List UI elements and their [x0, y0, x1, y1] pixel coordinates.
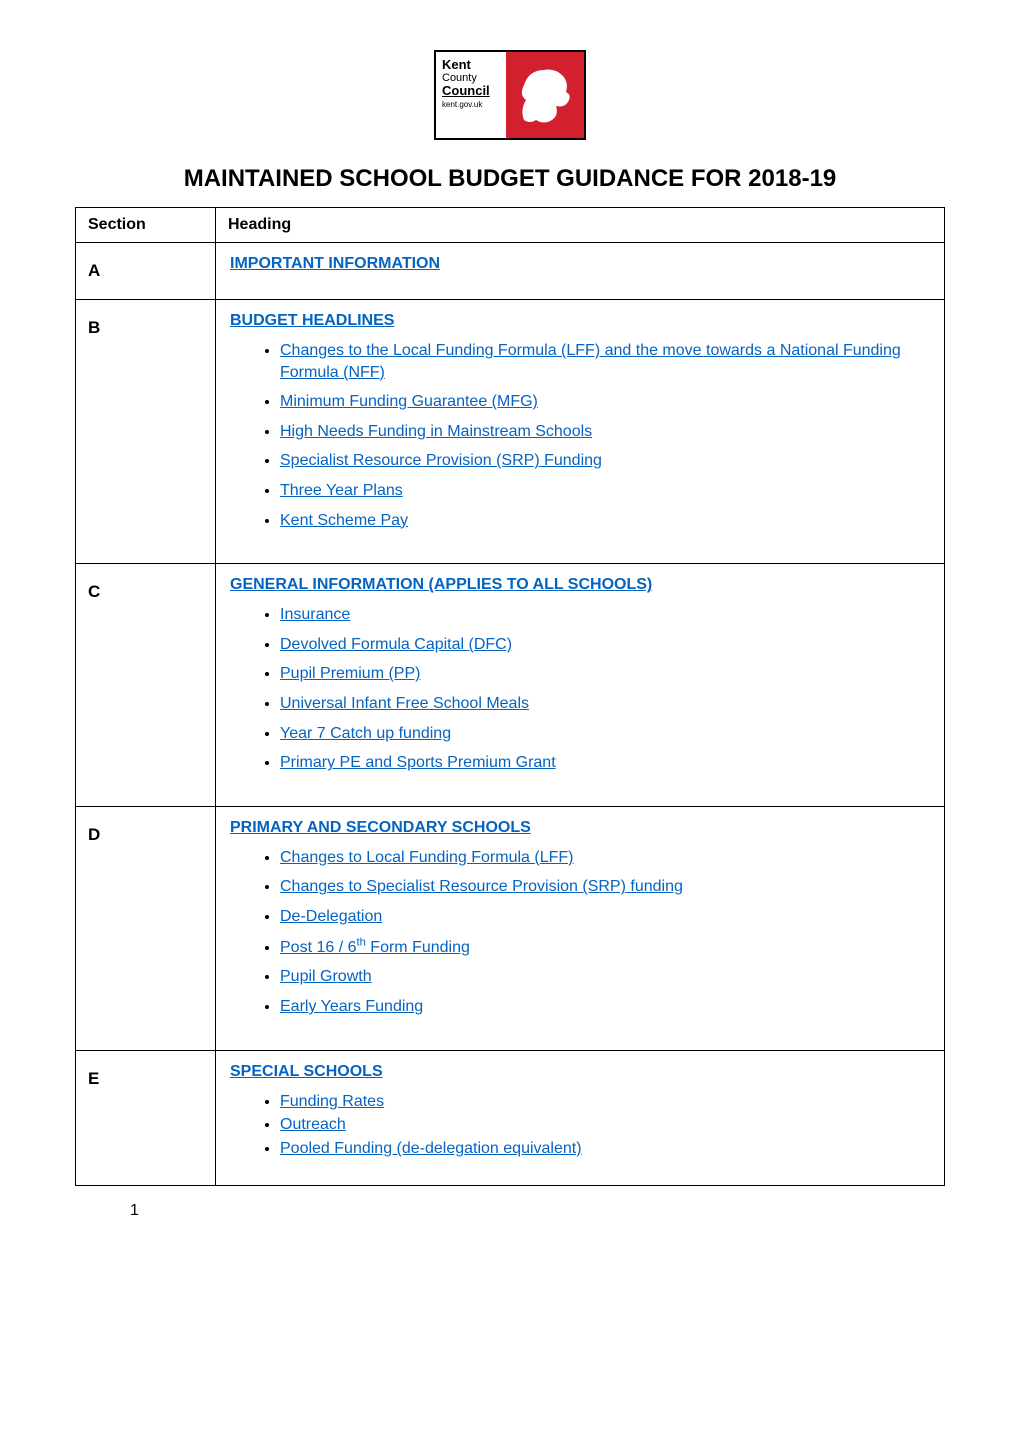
contents-table: Section Heading A IMPORTANT INFORMATION BB… — [75, 207, 945, 1186]
heading-cell: SPECIAL SCHOOLS Funding Rates Outreach Pool… — [216, 1050, 945, 1186]
bullet-link[interactable]: De-Delegation — [280, 908, 382, 925]
bullet-link[interactable]: Year 7 Catch up funding — [280, 725, 451, 742]
table-row: B BUDGET HEADLINES Changes to the Local Fu… — [76, 300, 945, 564]
bullet-link[interactable]: Universal Infant Free School Meals — [280, 695, 529, 712]
page-title: MAINTAINED SCHOOL BUDGET GUIDANCE FOR 20… — [75, 165, 945, 193]
kent-logo: Kent County Council kent.gov.uk — [434, 50, 586, 140]
list-item: Changes to Local Funding Formula (LFF) — [280, 847, 930, 869]
bullet-link[interactable]: High Needs Funding in Mainstream Schools — [280, 423, 592, 440]
bullet-link[interactable]: Outreach — [280, 1116, 346, 1133]
bullet-link[interactable]: Three Year Plans — [280, 482, 403, 499]
list-item: Universal Infant Free School Meals — [280, 693, 930, 715]
list-item: Pupil Growth — [280, 966, 930, 988]
bullet-list: Changes to Local Funding Formula (LFF) Ch… — [280, 847, 930, 1018]
horse-icon — [514, 60, 576, 130]
header-heading: Heading — [216, 208, 945, 243]
list-item: Post 16 / 6th Form Funding — [280, 936, 930, 959]
list-item: Early Years Funding — [280, 996, 930, 1018]
page-number: 1 — [75, 1202, 945, 1220]
bullet-link[interactable]: Pooled Funding (de-delegation equivalent… — [280, 1140, 582, 1157]
list-item: Kent Scheme Pay — [280, 510, 930, 532]
list-item: Primary PE and Sports Premium Grant — [280, 752, 930, 774]
section-label-cell: E — [76, 1050, 216, 1186]
table-row: D PRIMARY AND SECONDARY SCHOOLS Changes to… — [76, 806, 945, 1050]
bullet-link[interactable]: Funding Rates — [280, 1093, 384, 1110]
bullet-link[interactable]: Primary PE and Sports Premium Grant — [280, 754, 556, 771]
list-item: Changes to Specialist Resource Provision… — [280, 876, 930, 898]
bullet-link[interactable]: Insurance — [280, 606, 350, 623]
bullet-list: Insurance Devolved Formula Capital (DFC) P… — [280, 604, 930, 774]
bullet-link[interactable]: Pupil Premium (PP) — [280, 665, 420, 682]
table-row: C GENERAL INFORMATION (APPLIES TO ALL SCH… — [76, 564, 945, 807]
list-item: High Needs Funding in Mainstream Schools — [280, 421, 930, 443]
bullet-list: Changes to the Local Funding Formula (LF… — [280, 340, 930, 531]
table-header-row: Section Heading — [76, 208, 945, 243]
list-item: Insurance — [280, 604, 930, 626]
section-label-cell: A — [76, 243, 216, 300]
header-section: Section — [76, 208, 216, 243]
section-title-link[interactable]: SPECIAL SCHOOLS — [230, 1063, 383, 1080]
bullet-link[interactable]: Early Years Funding — [280, 998, 423, 1015]
list-item: Minimum Funding Guarantee (MFG) — [280, 391, 930, 413]
logo-url: kent.gov.uk — [442, 101, 500, 110]
section-label-cell: C — [76, 564, 216, 807]
bullet-link[interactable]: Specialist Resource Provision (SRP) Fund… — [280, 452, 602, 469]
list-item: Specialist Resource Provision (SRP) Fund… — [280, 450, 930, 472]
section-title-link[interactable]: GENERAL INFORMATION (APPLIES TO ALL SCHO… — [230, 576, 652, 593]
table-row: A IMPORTANT INFORMATION — [76, 243, 945, 300]
list-item: De-Delegation — [280, 906, 930, 928]
bullet-link[interactable]: Minimum Funding Guarantee (MFG) — [280, 393, 538, 410]
section-title-link[interactable]: PRIMARY AND SECONDARY SCHOOLS — [230, 819, 531, 836]
list-item: Funding Rates — [280, 1091, 930, 1113]
bullet-link[interactable]: Changes to Specialist Resource Provision… — [280, 878, 683, 895]
bullet-link[interactable]: Changes to the Local Funding Formula (LF… — [280, 342, 901, 381]
section-label-cell: D — [76, 806, 216, 1050]
logo-horse-panel — [506, 52, 584, 138]
table-row: E SPECIAL SCHOOLS Funding Rates Outreach Poo… — [76, 1050, 945, 1186]
bullet-link[interactable]: Changes to Local Funding Formula (LFF) — [280, 849, 573, 866]
logo-container: Kent County Council kent.gov.uk — [75, 50, 945, 140]
bullet-link[interactable]: Devolved Formula Capital (DFC) — [280, 636, 512, 653]
list-item: Year 7 Catch up funding — [280, 723, 930, 745]
list-item: Three Year Plans — [280, 480, 930, 502]
heading-cell: GENERAL INFORMATION (APPLIES TO ALL SCHO… — [216, 564, 945, 807]
logo-line-3: Council — [442, 84, 500, 98]
section-title-link[interactable]: BUDGET HEADLINES — [230, 312, 394, 329]
heading-cell: IMPORTANT INFORMATION — [216, 243, 945, 300]
logo-text-panel: Kent County Council kent.gov.uk — [436, 52, 506, 138]
heading-cell: PRIMARY AND SECONDARY SCHOOLS Changes to … — [216, 806, 945, 1050]
heading-cell: BUDGET HEADLINES Changes to the Local Fun… — [216, 300, 945, 564]
table-body: A IMPORTANT INFORMATION B BUDGET HEADLINES C… — [76, 243, 945, 1186]
section-label-cell: B — [76, 300, 216, 564]
list-item: Devolved Formula Capital (DFC) — [280, 634, 930, 656]
list-item: Outreach — [280, 1114, 930, 1136]
bullet-list: Funding Rates Outreach Pooled Funding (de-… — [280, 1091, 930, 1160]
logo-line-1: Kent — [442, 57, 471, 72]
list-item: Pupil Premium (PP) — [280, 663, 930, 685]
bullet-link[interactable]: Post 16 / 6th Form Funding — [280, 939, 470, 956]
list-item: Pooled Funding (de-delegation equivalent… — [280, 1138, 930, 1160]
bullet-link[interactable]: Pupil Growth — [280, 968, 372, 985]
list-item: Changes to the Local Funding Formula (LF… — [280, 340, 930, 383]
bullet-link[interactable]: Kent Scheme Pay — [280, 512, 408, 529]
section-title-link[interactable]: IMPORTANT INFORMATION — [230, 255, 440, 272]
